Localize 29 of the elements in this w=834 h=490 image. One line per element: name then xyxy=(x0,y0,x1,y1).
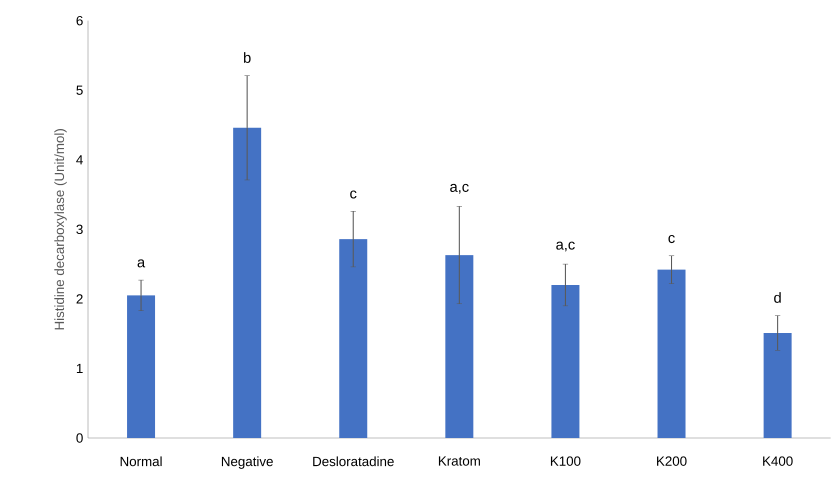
x-tick-label: Desloratadine xyxy=(313,456,394,466)
x-tick-label: Normal xyxy=(120,456,162,466)
bar xyxy=(127,295,156,438)
y-tick-label: 6 xyxy=(76,16,83,26)
y-tick-label: 2 xyxy=(76,294,83,304)
y-tick-label: 3 xyxy=(76,224,83,234)
y-tick-label: 5 xyxy=(76,86,83,95)
y-tick-label: 0 xyxy=(76,433,83,443)
x-tick-label: Negative xyxy=(222,456,273,469)
bar xyxy=(551,284,580,438)
y-tick-label: 4 xyxy=(76,155,83,164)
y-axis-title: Histidine decarboxylase (Unit/mol) xyxy=(54,129,67,330)
x-tick-label: K100 xyxy=(550,456,580,466)
annotation: a,c xyxy=(556,242,575,252)
bar xyxy=(445,255,474,438)
bar xyxy=(764,332,792,438)
annotation: a,c xyxy=(450,184,469,194)
bar xyxy=(339,239,368,438)
x-tick-label: Kratom xyxy=(438,456,480,466)
annotation: a xyxy=(138,259,146,268)
annotation: b xyxy=(244,52,251,63)
x-tick-label: K400 xyxy=(763,456,793,466)
bar xyxy=(233,128,262,438)
y-tick-label: 1 xyxy=(76,364,83,374)
annotation: c xyxy=(350,190,357,199)
x-tick-label: K200 xyxy=(657,456,687,466)
annotation: c xyxy=(668,235,675,244)
bar xyxy=(658,270,686,438)
annotation: d xyxy=(774,292,781,303)
